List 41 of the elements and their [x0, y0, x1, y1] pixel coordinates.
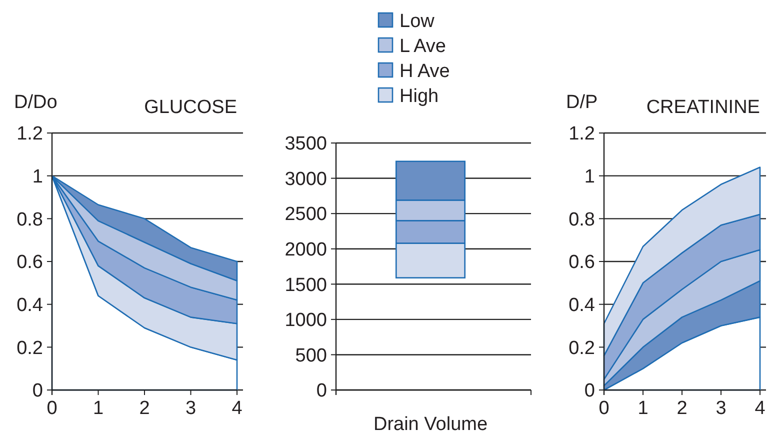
- y-tick-label: 0: [32, 380, 43, 402]
- y-tick-label: 500: [295, 345, 327, 366]
- x-axis-title: Drain Volume: [373, 414, 488, 432]
- y-axis-title: D/P: [566, 92, 598, 113]
- y-tick-label: 0.4: [16, 294, 44, 316]
- y-tick-label: 0.4: [568, 294, 596, 316]
- y-tick-label: 3500: [284, 134, 327, 155]
- y-tick-label: 0.8: [16, 209, 43, 230]
- y-tick-label: 3000: [284, 168, 327, 190]
- x-tick-label: 4: [754, 398, 766, 419]
- y-tick-label: 1: [32, 166, 43, 188]
- legend-label: Low: [400, 11, 435, 32]
- x-tick-label: 0: [46, 398, 58, 419]
- y-tick-label: 0: [316, 380, 327, 402]
- y-axis-title: D/Do: [14, 92, 58, 113]
- y-tick-label: 2000: [284, 240, 327, 261]
- x-tick-label: 3: [185, 398, 196, 419]
- x-tick-label: 2: [676, 398, 688, 419]
- y-tick-label: 1000: [284, 310, 327, 332]
- y-tick-label: 1: [584, 166, 595, 188]
- y-tick-label: 0: [584, 380, 595, 402]
- x-tick-label: 3: [716, 398, 726, 419]
- legend-label: H Ave: [400, 61, 450, 82]
- y-tick-label: 0.6: [568, 252, 595, 274]
- y-tick-label: 0.2: [16, 338, 43, 359]
- legend-label: High: [400, 86, 439, 107]
- y-tick-label: 1.2: [16, 124, 43, 145]
- legend-label: L Ave: [400, 36, 446, 57]
- y-tick-label: 1.2: [568, 124, 595, 145]
- y-tick-label: 0.8: [568, 209, 595, 230]
- y-tick-label: 1500: [284, 274, 327, 296]
- y-tick-label: 0.2: [568, 338, 595, 359]
- x-tick-label: 0: [598, 398, 610, 419]
- y-tick-label: 2500: [284, 204, 327, 226]
- x-tick-label: 4: [232, 398, 243, 419]
- y-tick-label: 0.6: [16, 252, 43, 274]
- x-tick-label: 1: [638, 398, 648, 419]
- x-tick-label: 2: [139, 398, 150, 419]
- x-tick-label: 1: [92, 398, 104, 419]
- chart-title: CREATININE: [646, 97, 760, 118]
- chart-title: GLUCOSE: [144, 97, 237, 118]
